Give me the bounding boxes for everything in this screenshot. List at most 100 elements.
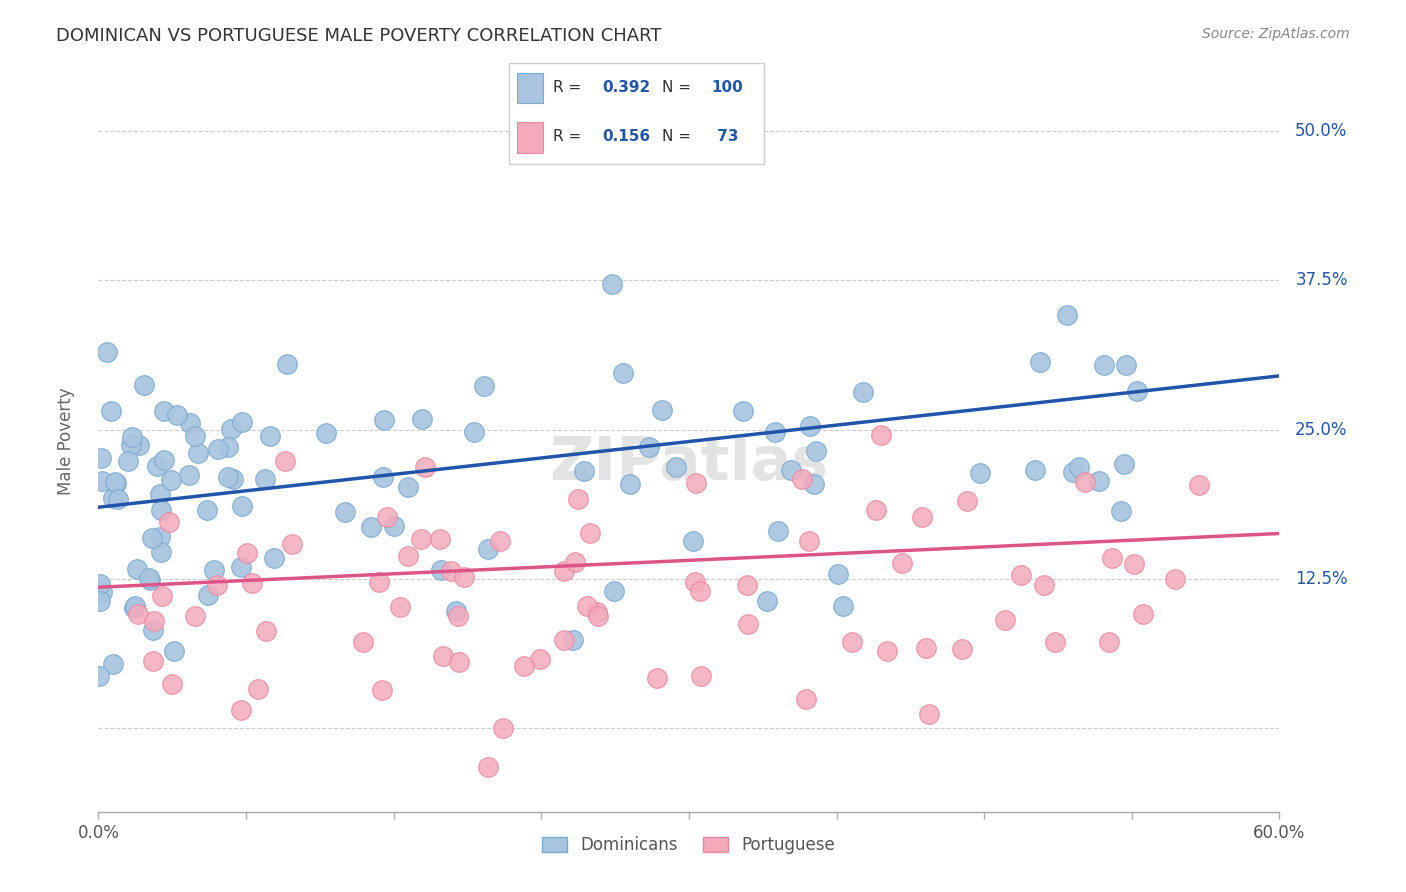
Point xyxy=(388,600,411,615)
Point xyxy=(409,532,432,546)
Point xyxy=(911,509,934,524)
Text: 100: 100 xyxy=(711,80,744,95)
Point xyxy=(128,438,150,452)
Point xyxy=(219,422,242,436)
Point xyxy=(263,550,285,565)
Point xyxy=(529,652,551,666)
Text: DOMINICAN VS PORTUGUESE MALE POVERTY CORRELATION CHART: DOMINICAN VS PORTUGUESE MALE POVERTY COR… xyxy=(56,27,662,45)
Point xyxy=(150,589,173,603)
Point xyxy=(755,593,778,607)
Point xyxy=(89,594,111,608)
Point xyxy=(832,599,855,613)
Point xyxy=(120,438,142,452)
Point xyxy=(90,450,112,465)
Point xyxy=(162,643,184,657)
Point xyxy=(586,609,609,624)
Text: N =: N = xyxy=(662,80,696,95)
Point xyxy=(797,534,820,549)
Point xyxy=(1111,503,1133,517)
Point xyxy=(1101,550,1123,565)
Point xyxy=(841,635,863,649)
Text: R =: R = xyxy=(553,129,586,145)
Point xyxy=(229,703,252,717)
Point xyxy=(651,402,673,417)
Point xyxy=(553,632,575,647)
Point xyxy=(586,605,609,619)
Point xyxy=(612,366,634,380)
Point xyxy=(1123,557,1146,571)
Point xyxy=(1010,568,1032,582)
Point xyxy=(107,492,129,507)
Point xyxy=(138,571,160,585)
Point xyxy=(685,475,707,490)
Point xyxy=(689,584,711,599)
Point xyxy=(733,404,755,418)
Text: 0.156: 0.156 xyxy=(602,129,651,145)
Point xyxy=(918,707,941,722)
Point xyxy=(90,584,112,599)
Y-axis label: Male Poverty: Male Poverty xyxy=(56,388,75,495)
Point xyxy=(645,671,668,685)
Point xyxy=(865,502,887,516)
Point xyxy=(273,453,295,467)
Point xyxy=(149,530,172,544)
Point xyxy=(432,648,454,663)
Point xyxy=(104,476,127,491)
Point xyxy=(157,515,180,529)
Point xyxy=(512,658,534,673)
Point xyxy=(101,657,124,671)
Point xyxy=(956,494,979,508)
Point xyxy=(127,607,149,621)
Point xyxy=(183,609,205,624)
Point xyxy=(217,440,239,454)
Point xyxy=(254,624,277,639)
Point xyxy=(139,573,162,587)
Point xyxy=(780,463,803,477)
Point xyxy=(276,357,298,371)
Point xyxy=(876,644,898,658)
Point xyxy=(411,412,433,426)
Point xyxy=(1067,460,1090,475)
Point xyxy=(149,487,172,501)
Point xyxy=(259,428,281,442)
Point xyxy=(994,613,1017,627)
Point xyxy=(87,669,110,683)
Point xyxy=(396,549,419,563)
FancyBboxPatch shape xyxy=(516,122,543,153)
Legend: Dominicans, Portuguese: Dominicans, Portuguese xyxy=(534,828,844,863)
Point xyxy=(179,467,201,482)
Point xyxy=(184,429,207,443)
Point xyxy=(195,503,218,517)
Text: 50.0%: 50.0% xyxy=(1295,122,1347,140)
Point xyxy=(682,533,704,548)
Point xyxy=(335,505,357,519)
Point xyxy=(564,555,586,569)
Point xyxy=(117,454,139,468)
Text: R =: R = xyxy=(553,80,586,95)
Point xyxy=(1032,578,1054,592)
Point xyxy=(205,578,228,592)
Text: ZIPatlas: ZIPatlas xyxy=(550,434,828,493)
Point xyxy=(600,277,623,292)
Point xyxy=(100,404,122,418)
Point xyxy=(373,413,395,427)
Text: 0.392: 0.392 xyxy=(602,80,651,95)
Point xyxy=(121,430,143,444)
Text: 12.5%: 12.5% xyxy=(1295,570,1348,588)
Point xyxy=(142,624,165,638)
Point xyxy=(371,470,394,484)
Point xyxy=(489,534,512,549)
Point xyxy=(166,409,188,423)
Point xyxy=(869,428,891,442)
Point xyxy=(463,425,485,439)
Point xyxy=(236,546,259,560)
Point xyxy=(149,503,172,517)
Point xyxy=(197,588,219,602)
Point xyxy=(792,472,814,486)
Point xyxy=(950,641,973,656)
Point xyxy=(281,536,304,550)
Point xyxy=(690,669,713,683)
Point xyxy=(229,559,252,574)
Point xyxy=(187,446,209,460)
Point xyxy=(150,545,173,559)
